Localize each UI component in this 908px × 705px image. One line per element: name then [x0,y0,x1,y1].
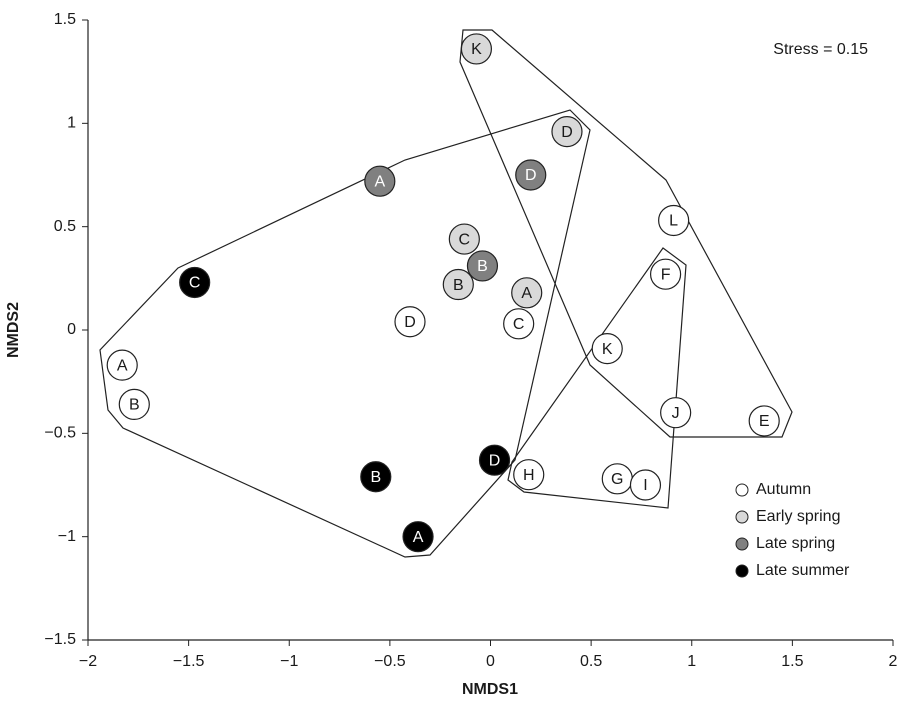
point [402,521,434,553]
point-label: D [489,452,501,469]
x-tick-label: 0.5 [580,653,602,670]
y-tick-label: 1 [67,115,76,132]
point [551,116,583,148]
point [660,397,692,429]
point [179,266,211,299]
y-tick-label: −0.5 [44,425,76,442]
x-tick-label: −0.5 [374,653,406,670]
point-label: A [117,357,128,374]
x-tick-label: −2 [79,653,97,670]
point [649,258,682,290]
legend-marker [735,564,749,578]
point-label: J [672,405,680,422]
y-tick-label: −1.5 [44,631,76,648]
point-label: D [525,167,537,184]
point-label: K [471,41,482,58]
point [629,469,662,501]
point [442,268,474,301]
legend-marker [735,483,749,497]
point [364,165,396,197]
point-label: D [404,314,416,331]
x-tick-label: 1 [687,653,696,670]
x-tick-label: −1 [280,653,298,670]
x-tick-label: 1.5 [781,653,803,670]
point-label: L [669,213,678,230]
point-label: I [643,477,647,494]
x-tick-label: 0 [486,653,495,670]
point [513,459,545,491]
point-label: K [602,341,613,358]
x-tick-label: 2 [889,653,898,670]
point [466,250,499,282]
point-label: H [523,467,535,484]
point-label: A [413,529,424,546]
annotation: Stress = 0.15 [773,41,868,58]
legend-label: Autumn [756,481,811,498]
point-label: A [521,285,532,302]
point [360,461,392,493]
point-label: F [661,266,671,283]
point-label: E [759,413,770,430]
point-label: G [611,471,623,488]
point-label: C [189,275,201,292]
point [460,33,493,65]
y-tick-label: −1 [58,528,76,545]
point [394,306,426,338]
hull [99,109,591,558]
point-label: B [477,258,488,275]
point [515,159,547,191]
point [106,349,138,381]
point-label: C [513,316,525,333]
x-tick-label: −1.5 [173,653,205,670]
point-label: B [453,277,464,294]
point-label: B [129,397,140,414]
x-axis-title: NMDS1 [462,681,518,698]
legend-marker [735,537,749,551]
point [503,308,535,340]
point-label: C [459,231,471,248]
point [118,388,150,420]
point-label: B [370,469,381,486]
point [748,405,780,437]
y-tick-label: 0.5 [54,218,76,235]
point [478,444,511,476]
y-axis-title: NMDS2 [5,302,22,358]
point [511,277,543,309]
hull [459,29,793,438]
legend-label: Late spring [756,535,835,552]
point [448,223,480,255]
legend-marker [735,510,749,524]
legend-label: Late summer [756,562,850,579]
point [591,333,623,365]
point-label: A [374,173,385,190]
point [658,204,690,237]
point-label: D [561,124,573,141]
legend-label: Early spring [756,508,840,525]
y-tick-label: 1.5 [54,11,76,28]
hull [507,247,687,509]
y-tick-label: 0 [67,321,76,338]
